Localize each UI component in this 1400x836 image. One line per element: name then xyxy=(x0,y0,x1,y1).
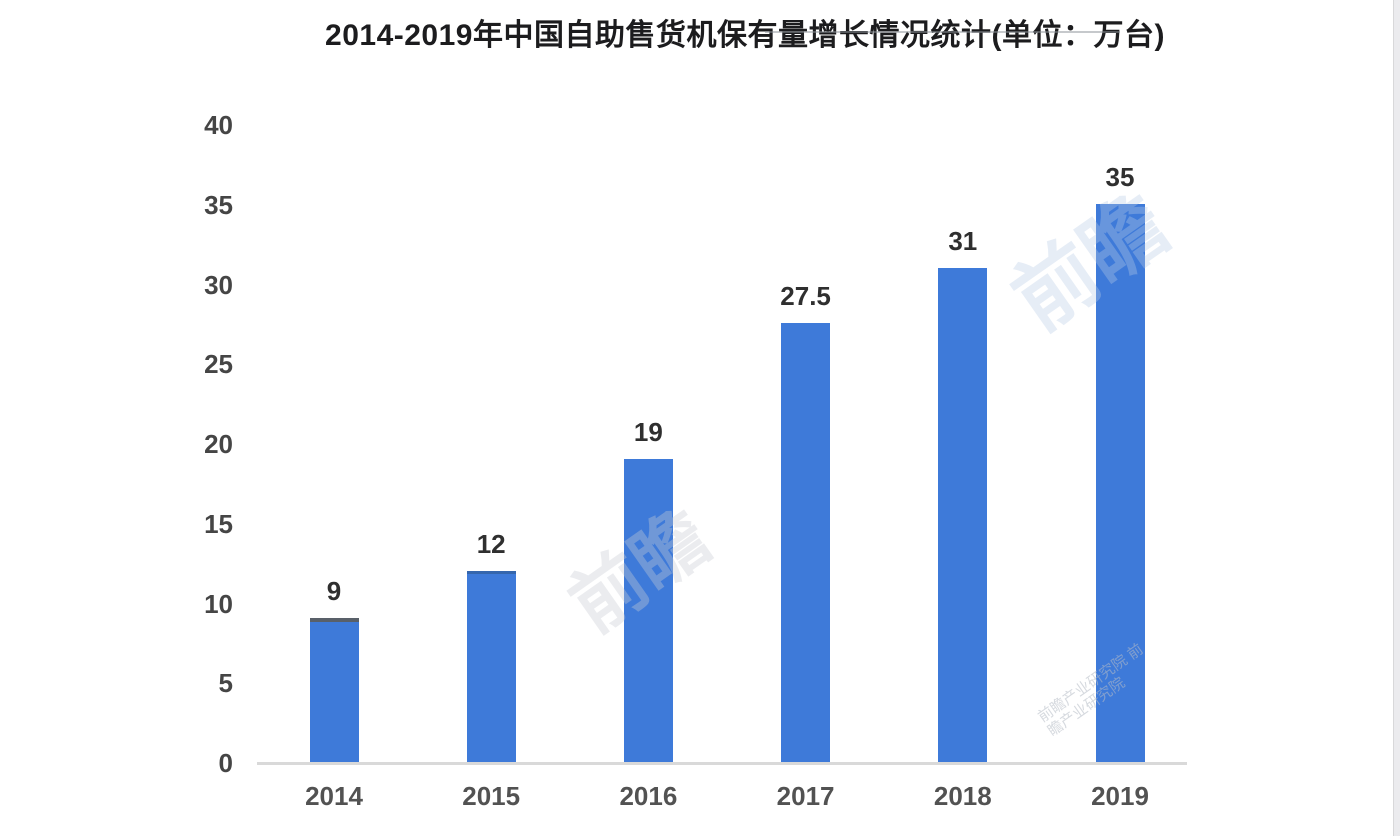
bar-2017 xyxy=(781,323,831,762)
y-tick-label: 5 xyxy=(218,668,233,699)
x-axis-label: 2015 xyxy=(462,781,521,811)
y-tick-label: 30 xyxy=(204,269,233,300)
bar-2018 xyxy=(938,267,988,762)
y-tick-label: 35 xyxy=(204,189,233,220)
screenshot-edge-artifact xyxy=(1393,0,1400,836)
y-tick-label: 0 xyxy=(218,748,233,778)
bar-value-label: 35 xyxy=(1105,161,1135,192)
x-axis-label: 2014 xyxy=(305,781,363,811)
x-axis-baseline xyxy=(257,762,1187,765)
bar-value-label: 27.5 xyxy=(780,281,831,312)
y-tick-label: 20 xyxy=(204,429,233,459)
bar-value-label: 19 xyxy=(633,416,663,447)
chart-title: 2014-2019年中国自助售货机保有量增长情况统计(单位：万台) xyxy=(325,19,1165,52)
x-axis-label: 2019 xyxy=(1091,781,1149,811)
y-tick-label: 25 xyxy=(204,349,233,380)
bar-2015 xyxy=(466,570,516,762)
bar-value-label: 9 xyxy=(326,576,342,607)
x-axis-label: 2017 xyxy=(776,781,835,811)
x-axis-label: 2018 xyxy=(933,781,992,811)
bar-2016 xyxy=(623,458,673,762)
title-strikethrough-artifact xyxy=(765,31,1120,33)
x-axis-label: 2016 xyxy=(619,781,678,811)
y-tick-label: 10 xyxy=(204,588,233,619)
y-tick-label: 40 xyxy=(204,110,233,140)
y-tick-label: 15 xyxy=(204,508,233,539)
bar-2019 xyxy=(1095,203,1145,762)
bar-value-label: 12 xyxy=(476,528,506,559)
bar-2014 xyxy=(309,618,359,762)
bar-value-label: 31 xyxy=(948,225,978,256)
